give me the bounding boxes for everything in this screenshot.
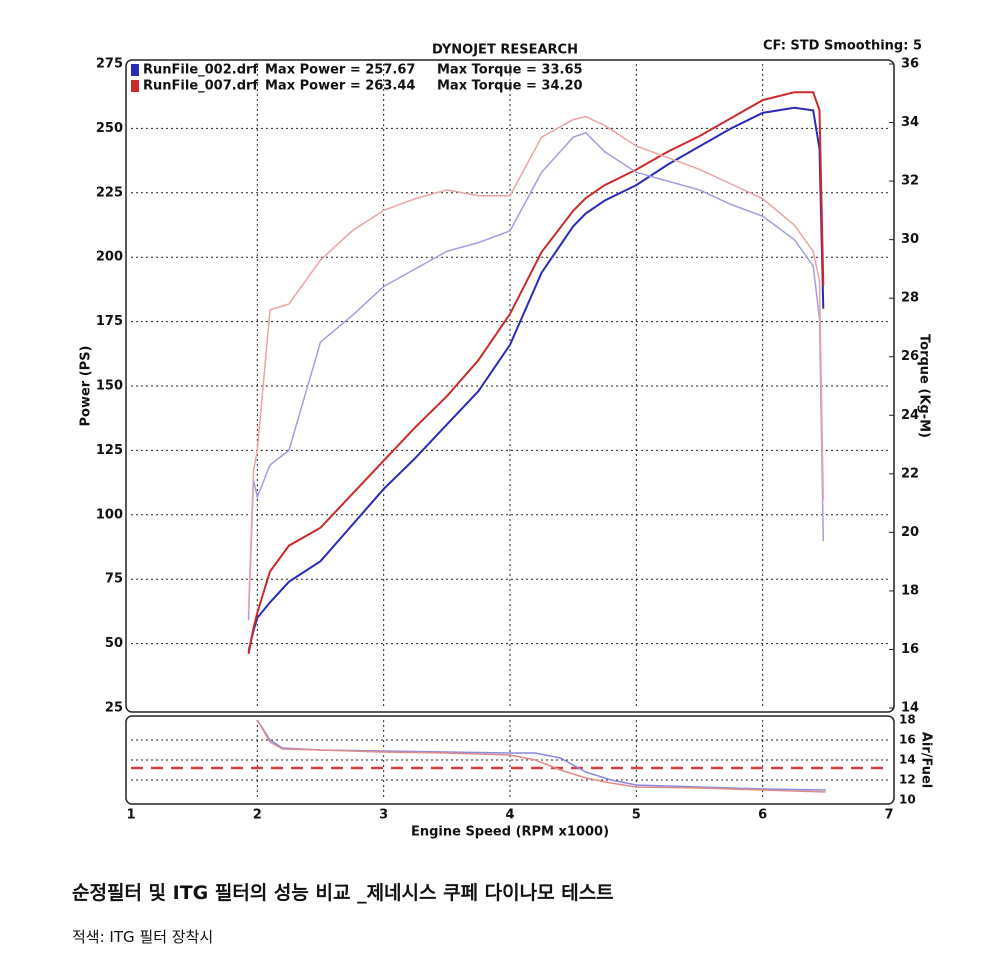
y2-tick-label: 20 — [901, 525, 919, 540]
caption-note: 적색: ITG 필터 장착시 — [72, 928, 214, 946]
y2-tick-label: 24 — [901, 408, 919, 423]
y2-tick-label: 28 — [901, 291, 919, 306]
y2-tick-label: 32 — [901, 174, 919, 189]
legend-note: Max Power = 257.67 — [265, 63, 415, 78]
y-tick-label: 50 — [105, 636, 123, 651]
legend-note: Max Torque = 34.20 — [437, 79, 583, 94]
x-tick-label: 6 — [758, 808, 767, 823]
y-tick-label: 225 — [96, 185, 123, 200]
y-tick-label: 14 — [899, 753, 916, 767]
y2-tick-label: 14 — [901, 701, 919, 716]
y-tick-label: 125 — [96, 443, 123, 458]
series-line — [247, 131, 825, 621]
legend-note: Max Power = 263.44 — [265, 79, 415, 94]
y-tick-label: 75 — [105, 572, 123, 587]
legend-label: RunFile_007.drf — [143, 79, 258, 94]
y-tick-label: 18 — [899, 713, 916, 727]
x-tick-label: 4 — [505, 808, 514, 823]
legend-swatch — [131, 64, 139, 76]
series-line — [247, 91, 825, 655]
legend-swatch — [131, 80, 139, 92]
y-tick-label: 200 — [96, 250, 123, 265]
x-tick-label: 5 — [632, 808, 641, 823]
y-tick-label: 12 — [899, 773, 916, 787]
series-line — [256, 719, 826, 793]
y-axis-label: Power (PS) — [79, 346, 94, 427]
y2-tick-label: 22 — [901, 466, 919, 481]
legend-label: RunFile_002.drf — [143, 63, 258, 78]
y-tick-label: 16 — [899, 733, 916, 747]
y-tick-label: 10 — [899, 793, 916, 807]
y2-tick-label: 30 — [901, 232, 919, 247]
y-tick-label: 275 — [96, 57, 123, 72]
y-tick-label: 250 — [96, 121, 123, 136]
chart-subtitle: CF: STD Smoothing: 5 — [763, 39, 922, 54]
main-frame — [125, 59, 895, 713]
y2-tick-label: 34 — [901, 115, 919, 130]
afr-axis-label: Air/Fuel — [919, 732, 934, 788]
y-tick-label: 25 — [105, 701, 123, 716]
y2-axis-label: Torque (Kg-M) — [917, 334, 932, 438]
y-tick-label: 175 — [96, 314, 123, 329]
y2-tick-label: 26 — [901, 349, 919, 364]
x-tick-label: 3 — [379, 808, 388, 823]
caption-title: 순정필터 및 ITG 필터의 성능 비교 _제네시스 쿠페 다이나모 테스트 — [72, 882, 614, 904]
x-axis-label: Engine Speed (RPM x1000) — [411, 825, 609, 840]
chart: DYNOJET RESEARCH CF: STD Smoothing: 5 En… — [79, 39, 934, 840]
legend-note: Max Torque = 33.65 — [437, 63, 583, 78]
y2-tick-label: 36 — [901, 57, 919, 72]
y2-tick-label: 18 — [901, 583, 919, 598]
y-tick-label: 150 — [96, 379, 123, 394]
series-line — [247, 106, 825, 652]
chart-title: DYNOJET RESEARCH — [432, 43, 578, 58]
afr-frame — [125, 715, 895, 805]
y-tick-label: 100 — [96, 507, 123, 522]
x-tick-label: 1 — [126, 808, 135, 823]
series-line — [247, 115, 825, 612]
y2-tick-label: 16 — [901, 642, 919, 657]
x-tick-label: 2 — [253, 808, 262, 823]
x-tick-label: 7 — [884, 808, 893, 823]
